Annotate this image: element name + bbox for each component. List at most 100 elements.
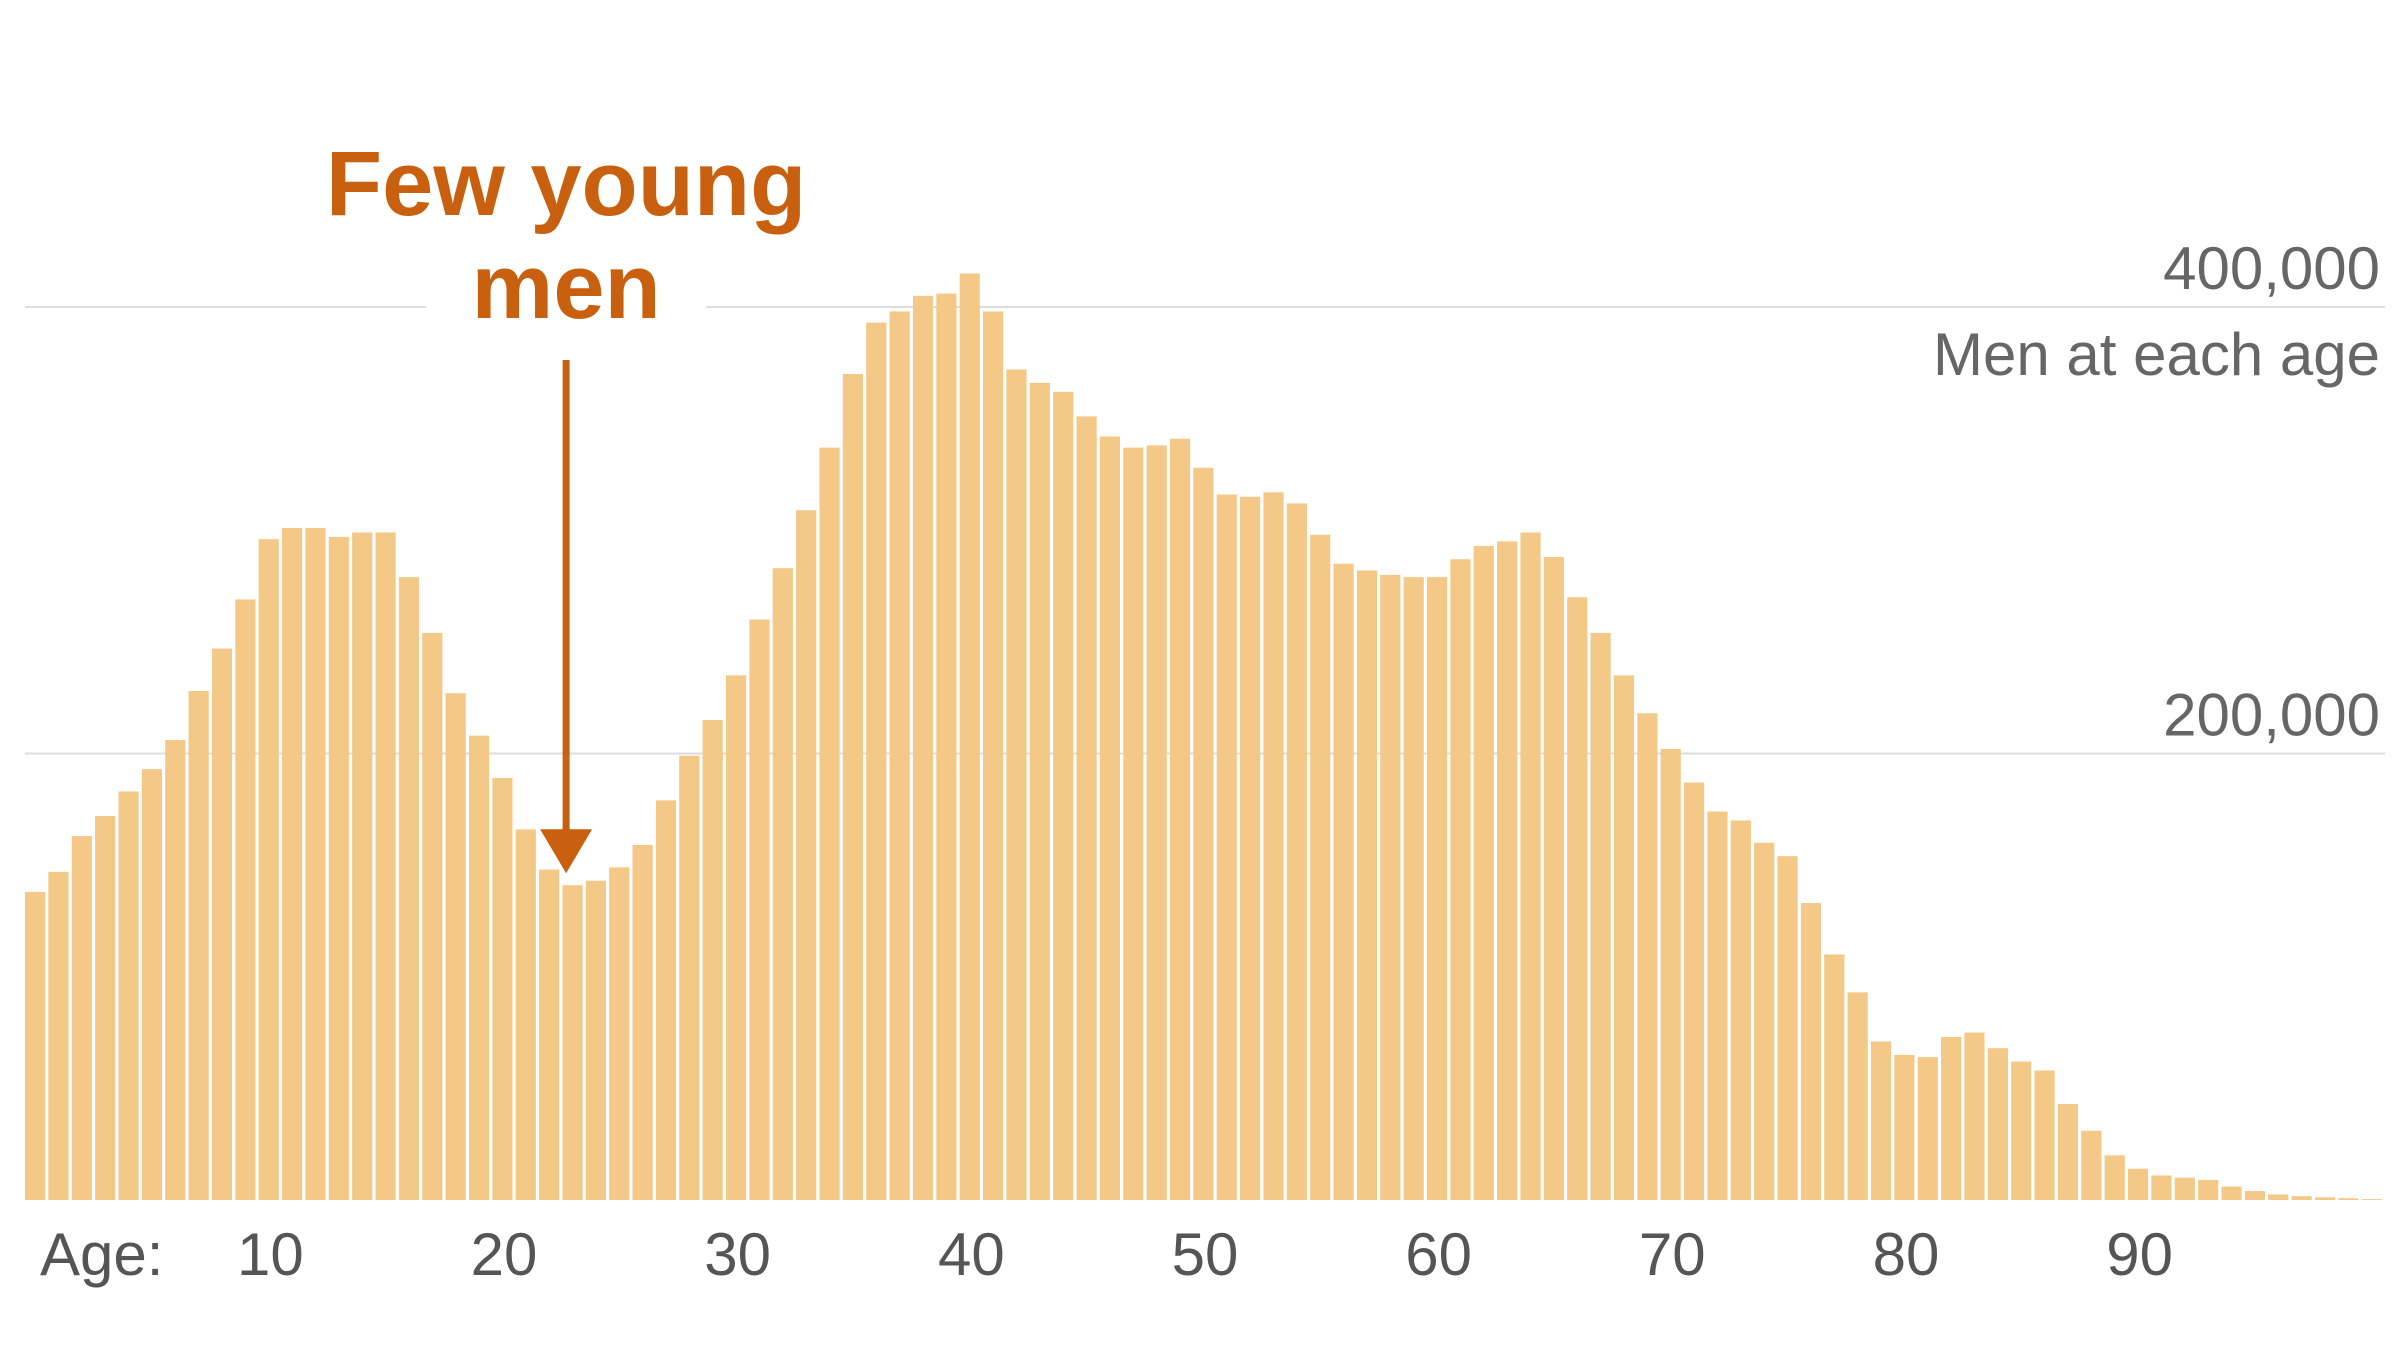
bar-age-63 bbox=[1497, 541, 1518, 1200]
bar-age-39 bbox=[936, 293, 957, 1201]
bar-age-61 bbox=[1450, 559, 1471, 1200]
bar-age-49 bbox=[1169, 438, 1191, 1200]
y-axis-label: Men at each age bbox=[1933, 321, 2380, 388]
bar-age-94 bbox=[2221, 1186, 2242, 1200]
bar-age-25 bbox=[609, 867, 630, 1200]
bar-age-43 bbox=[1029, 382, 1050, 1200]
bar-age-27 bbox=[655, 800, 677, 1200]
x-tick-label-50: 50 bbox=[1172, 1221, 1239, 1288]
bar-age-6 bbox=[165, 740, 186, 1200]
bar-age-54 bbox=[1286, 503, 1307, 1200]
bar-age-28 bbox=[679, 755, 700, 1200]
bar-age-67 bbox=[1590, 632, 1611, 1200]
bar-age-32 bbox=[772, 568, 793, 1200]
bar-age-9 bbox=[235, 599, 256, 1200]
bar-age-31 bbox=[749, 619, 770, 1200]
bar-age-62 bbox=[1473, 545, 1494, 1200]
bar-age-26 bbox=[632, 845, 653, 1200]
x-tick-label-40: 40 bbox=[938, 1221, 1005, 1288]
x-tick-label-70: 70 bbox=[1639, 1221, 1706, 1288]
bar-age-45 bbox=[1076, 416, 1097, 1200]
bar-age-10 bbox=[258, 539, 279, 1200]
bar-age-16 bbox=[398, 577, 420, 1200]
bar-age-81 bbox=[1917, 1057, 1938, 1200]
bar-age-69 bbox=[1637, 713, 1658, 1200]
bar-age-72 bbox=[1707, 811, 1728, 1200]
y-tick-label-400000: 400,000 bbox=[2163, 235, 2380, 302]
annotation-text-line-2: men bbox=[472, 236, 661, 338]
x-tick-label-80: 80 bbox=[1873, 1221, 1940, 1288]
bar-age-95 bbox=[2244, 1191, 2265, 1200]
bar-age-75 bbox=[1777, 856, 1798, 1200]
bar-age-1 bbox=[48, 871, 69, 1200]
bar-age-14 bbox=[352, 532, 373, 1200]
bar-age-86 bbox=[2034, 1070, 2055, 1200]
bar-age-47 bbox=[1123, 447, 1144, 1200]
bar-age-59 bbox=[1403, 577, 1424, 1200]
x-tick-label-30: 30 bbox=[704, 1221, 771, 1288]
bar-age-50 bbox=[1193, 467, 1214, 1201]
bar-age-11 bbox=[282, 528, 303, 1200]
x-tick-label-20: 20 bbox=[471, 1221, 538, 1288]
bar-age-41 bbox=[983, 311, 1004, 1200]
bar-age-98 bbox=[2314, 1197, 2336, 1200]
x-axis-label: Age: bbox=[40, 1221, 163, 1288]
bar-age-56 bbox=[1333, 563, 1354, 1200]
bar-age-53 bbox=[1263, 492, 1284, 1200]
bar-age-84 bbox=[1987, 1048, 2008, 1200]
annotation-backing bbox=[426, 265, 707, 345]
bar-age-30 bbox=[725, 675, 747, 1200]
bar-age-12 bbox=[305, 528, 326, 1200]
bar-age-23 bbox=[562, 885, 583, 1200]
bar-age-20 bbox=[492, 778, 513, 1200]
bar-age-88 bbox=[2081, 1130, 2102, 1200]
bar-age-3 bbox=[95, 816, 116, 1200]
bar-age-48 bbox=[1146, 445, 1167, 1200]
bar-age-66 bbox=[1567, 597, 1588, 1200]
bars bbox=[25, 273, 2382, 1201]
y-tick-label-200000: 200,000 bbox=[2163, 681, 2380, 748]
bar-age-100 bbox=[2361, 1199, 2382, 1200]
bar-age-70 bbox=[1660, 749, 1681, 1200]
x-tick-label-90: 90 bbox=[2106, 1221, 2173, 1288]
bar-age-34 bbox=[819, 447, 840, 1200]
bar-age-83 bbox=[1964, 1032, 1985, 1200]
bar-age-7 bbox=[188, 690, 209, 1200]
bar-age-55 bbox=[1310, 534, 1331, 1200]
bar-age-87 bbox=[2057, 1104, 2079, 1200]
bar-age-13 bbox=[328, 536, 349, 1200]
bar-age-93 bbox=[2198, 1179, 2219, 1200]
bar-age-80 bbox=[1894, 1054, 1915, 1200]
bar-age-22 bbox=[539, 869, 560, 1200]
bar-age-68 bbox=[1613, 675, 1635, 1200]
labels: 200,000 400,000 Men at each age Age: 10 20 30 4… bbox=[40, 235, 2380, 1288]
x-tick-label-60: 60 bbox=[1405, 1221, 1472, 1288]
bar-age-71 bbox=[1684, 782, 1705, 1200]
bar-age-78 bbox=[1847, 992, 1868, 1200]
bar-age-2 bbox=[71, 836, 92, 1200]
bar-age-58 bbox=[1380, 574, 1401, 1200]
bar-age-19 bbox=[468, 735, 490, 1200]
bar-age-36 bbox=[866, 322, 887, 1201]
bar-age-64 bbox=[1520, 532, 1541, 1200]
bar-age-82 bbox=[1941, 1037, 1962, 1200]
bar-age-44 bbox=[1053, 391, 1074, 1200]
bar-age-42 bbox=[1006, 369, 1027, 1200]
bar-age-79 bbox=[1870, 1041, 1892, 1200]
bar-age-15 bbox=[375, 532, 396, 1200]
bar-age-24 bbox=[585, 880, 606, 1200]
x-tick-label-10: 10 bbox=[237, 1221, 304, 1288]
bar-age-8 bbox=[211, 648, 233, 1200]
bar-age-0 bbox=[25, 891, 46, 1200]
bar-age-85 bbox=[2011, 1061, 2032, 1200]
bar-age-99 bbox=[2338, 1198, 2359, 1200]
bar-age-97 bbox=[2291, 1196, 2312, 1200]
bar-age-74 bbox=[1754, 842, 1775, 1200]
bar-age-91 bbox=[2151, 1175, 2172, 1200]
bar-age-33 bbox=[796, 510, 817, 1200]
bar-age-37 bbox=[889, 311, 910, 1200]
bar-age-29 bbox=[702, 720, 723, 1200]
bar-age-92 bbox=[2174, 1177, 2195, 1200]
